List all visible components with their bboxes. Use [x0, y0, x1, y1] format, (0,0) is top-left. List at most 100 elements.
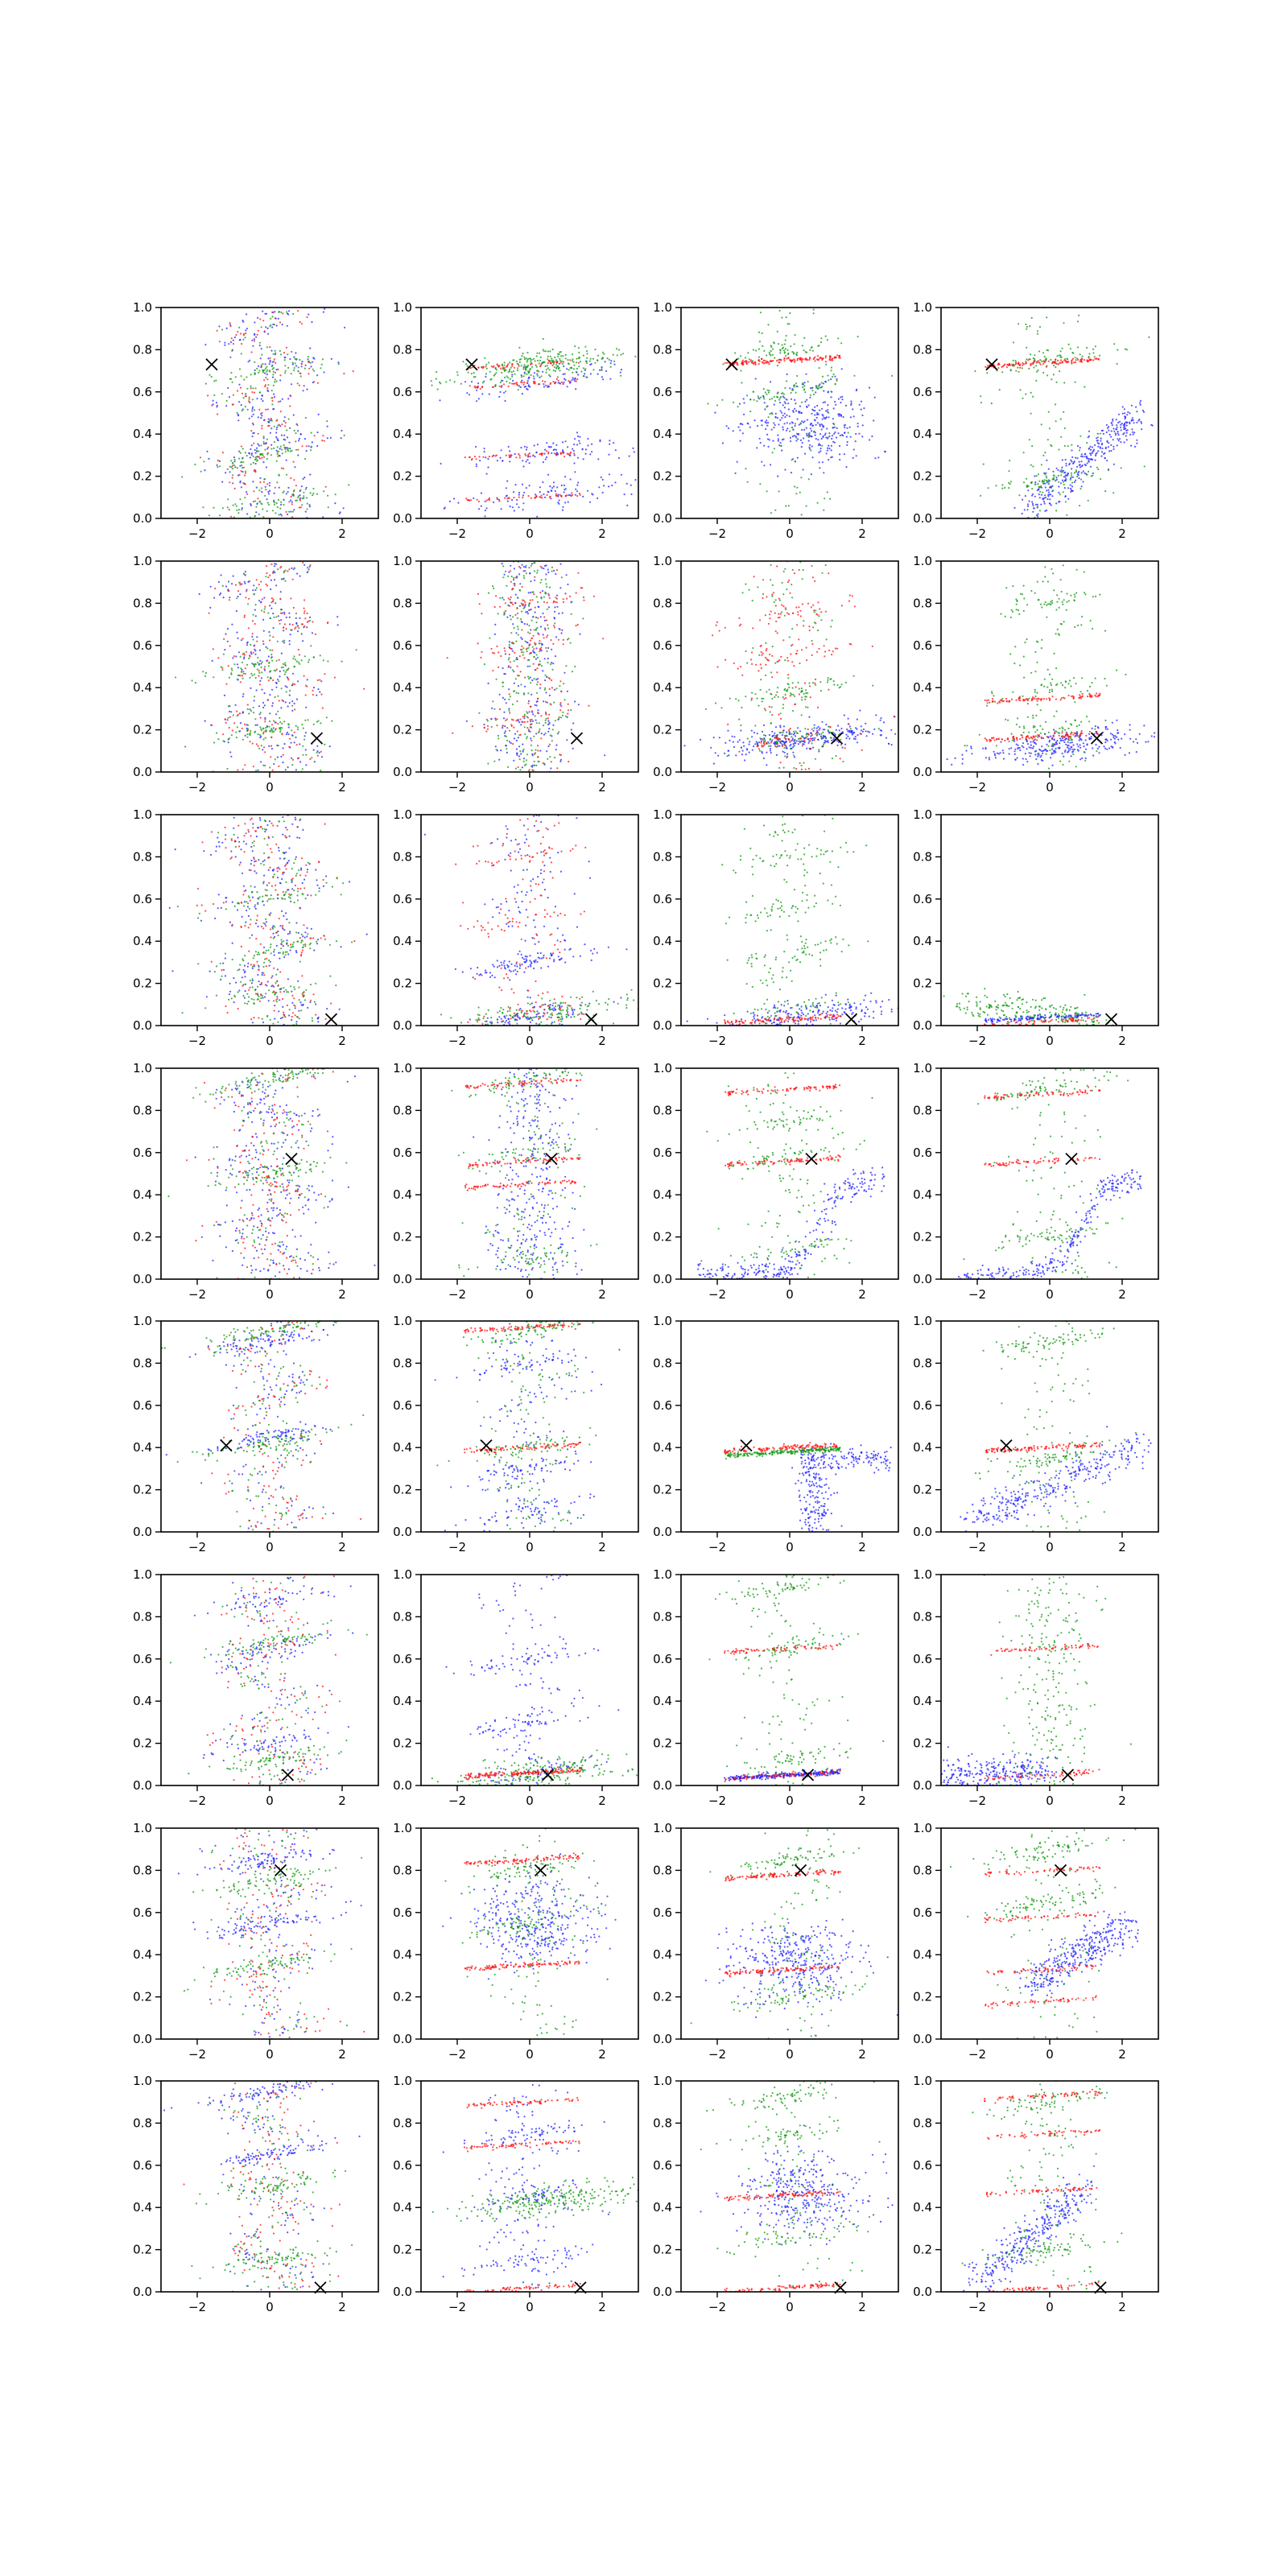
- point-red: [814, 360, 816, 362]
- point-blue: [1108, 426, 1110, 428]
- point-blue: [807, 404, 810, 407]
- point-blue: [727, 427, 730, 430]
- point-blue: [725, 425, 728, 427]
- point-green: [306, 567, 309, 569]
- point-red: [477, 500, 481, 503]
- point-green: [791, 687, 794, 689]
- point-blue: [873, 396, 876, 398]
- point-blue: [269, 489, 271, 492]
- point-green: [522, 607, 525, 609]
- point-green: [644, 341, 646, 343]
- point-green: [1073, 472, 1075, 474]
- y-tick-label: 0.0: [913, 511, 932, 526]
- point-blue: [547, 571, 550, 574]
- point-blue: [811, 430, 813, 432]
- point-green: [225, 399, 228, 402]
- y-tick-label: 0.4: [653, 427, 672, 441]
- point-green: [262, 454, 264, 457]
- point-green: [217, 738, 220, 741]
- point-blue: [844, 427, 846, 429]
- point-blue: [252, 481, 254, 483]
- point-green: [1001, 371, 1004, 374]
- point-blue: [261, 394, 263, 397]
- point-blue: [308, 504, 311, 506]
- point-green: [254, 731, 256, 733]
- point-red: [748, 361, 750, 363]
- point-green: [271, 316, 274, 318]
- point-green: [304, 719, 307, 721]
- point-blue: [819, 409, 821, 411]
- point-blue: [221, 481, 224, 483]
- point-red: [496, 645, 498, 648]
- point-blue: [561, 509, 564, 511]
- point-red: [282, 626, 285, 629]
- point-green: [269, 617, 271, 620]
- point-green: [1011, 363, 1013, 365]
- point-blue: [481, 393, 484, 395]
- point-blue: [297, 454, 299, 456]
- point-green: [277, 723, 279, 725]
- point-blue: [259, 659, 262, 663]
- point-green: [1042, 454, 1045, 457]
- point-green: [274, 696, 276, 699]
- point-red: [762, 359, 765, 361]
- point-green: [283, 444, 285, 447]
- point-green: [793, 352, 795, 354]
- point-red: [1086, 359, 1088, 361]
- point-red: [250, 387, 252, 390]
- point-blue: [554, 610, 556, 613]
- point-green: [750, 699, 753, 701]
- point-green: [763, 398, 766, 400]
- point-green: [254, 515, 256, 518]
- point-green: [232, 504, 234, 506]
- point-red: [544, 700, 547, 703]
- point-green: [546, 675, 548, 679]
- point-blue: [249, 456, 251, 459]
- point-blue: [288, 623, 291, 625]
- point-red: [300, 323, 303, 325]
- point-green: [278, 680, 280, 683]
- point-green: [508, 643, 510, 646]
- point-red: [1092, 359, 1095, 361]
- point-blue: [293, 356, 295, 358]
- point-blue: [1079, 447, 1081, 449]
- point-red: [498, 385, 501, 387]
- point-green: [540, 597, 543, 600]
- point-green: [291, 764, 294, 766]
- point-green: [1035, 370, 1038, 373]
- point-blue: [270, 444, 273, 446]
- point-red: [556, 361, 559, 363]
- point-red: [232, 394, 234, 396]
- panel-r1-c1: −2 0 20.00.20.40.60.81.0: [133, 300, 379, 541]
- point-blue: [572, 448, 574, 450]
- point-blue: [1095, 452, 1097, 456]
- point-blue: [531, 720, 535, 723]
- point-blue: [211, 659, 213, 663]
- point-blue: [528, 485, 530, 487]
- point-green: [781, 316, 783, 319]
- point-red: [556, 767, 559, 770]
- point-green: [612, 353, 614, 356]
- point-red: [516, 607, 518, 610]
- point-green: [813, 430, 815, 433]
- point-blue: [1069, 484, 1071, 486]
- point-blue: [506, 480, 509, 482]
- point-green: [497, 613, 499, 615]
- point-red: [1054, 358, 1056, 361]
- point-green: [1029, 325, 1031, 328]
- point-green: [518, 758, 521, 761]
- point-blue: [823, 390, 825, 392]
- point-green: [230, 667, 233, 670]
- point-green: [312, 723, 315, 725]
- point-red: [306, 621, 308, 623]
- point-red: [502, 366, 505, 369]
- point-green: [543, 688, 546, 691]
- point-blue: [328, 745, 331, 748]
- point-green: [823, 509, 825, 511]
- point-red: [530, 497, 533, 499]
- point-blue: [276, 437, 279, 440]
- point-green: [809, 394, 812, 396]
- point-blue: [783, 407, 786, 409]
- point-green: [816, 630, 819, 632]
- point-blue: [225, 633, 227, 635]
